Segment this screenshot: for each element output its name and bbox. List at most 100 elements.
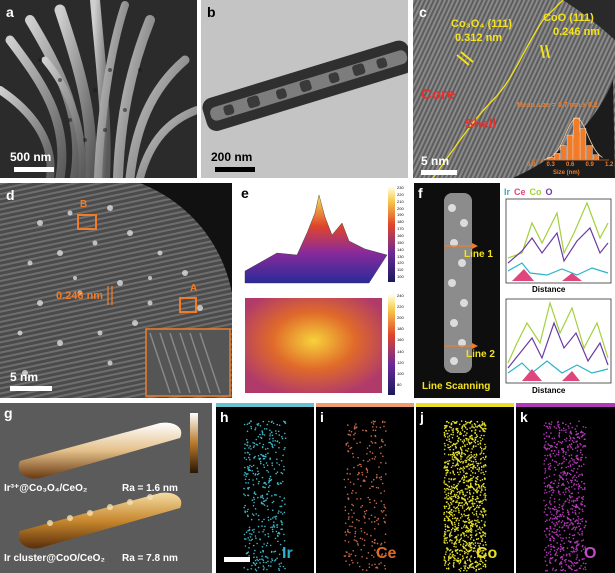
haadf-stem-image — [0, 183, 232, 398]
region-b-box — [77, 214, 97, 230]
lattice-label-right: CoO (111) — [543, 12, 594, 24]
colorbar-tick-label: 180 — [397, 326, 404, 332]
line-scan-haadf — [414, 183, 500, 398]
scale-bar-text: 5 nm — [421, 154, 450, 168]
afm-bottom-roughness: Ra = 7.8 nm — [122, 553, 178, 564]
legend-ir: Ir — [504, 187, 511, 197]
colorbar-tick-label: 190 — [397, 212, 404, 218]
panel-k-eds-o: k O — [516, 403, 615, 573]
histogram-bar — [560, 145, 567, 161]
histogram-bar — [579, 128, 587, 161]
colorbar-tick-label: 170 — [397, 226, 404, 232]
colorbar-top-ticks: 230 220 210 200 190 180 170 160 150 140 130 120 110 1… — [396, 185, 410, 283]
scale-bar — [215, 167, 255, 172]
legend-co: Co — [529, 187, 542, 197]
colorbar-tick-label: 140 — [397, 246, 404, 252]
scale-bar — [421, 170, 457, 175]
panel-j-eds-co: j Co — [416, 403, 514, 573]
afm-topography — [18, 413, 198, 549]
histogram-tick-label: 0.9 — [585, 162, 594, 168]
scale-bar-text: 500 nm — [10, 150, 52, 164]
line-scanning-label: Line Scanning — [422, 381, 491, 392]
color-strip — [516, 403, 615, 407]
panel-label: i — [320, 409, 324, 425]
scale-bar — [10, 386, 52, 391]
line-scan-profiles — [505, 198, 612, 384]
colorbar-tick-label: 200 — [397, 205, 404, 211]
line-scan-legend: Ir Ce Co O — [504, 187, 612, 197]
panel-label: f — [418, 185, 423, 201]
lattice-label-left: Co₃O₄ (111) — [451, 18, 513, 30]
spacing-label-left: 0.312 nm — [455, 32, 503, 44]
afm-top-roughness: Ra = 1.6 nm — [122, 483, 178, 494]
histogram-bar — [566, 134, 574, 161]
panel-a-sem-image: a 500 nm — [0, 0, 197, 178]
region-b-label: B — [80, 199, 88, 210]
element-label: Co — [476, 545, 498, 562]
colorbar-tick-label: 80 — [397, 381, 402, 387]
histogram-tick-label: 1.2 — [605, 162, 614, 168]
panel-label: j — [420, 409, 424, 425]
panel-b-tem-image: b 200 nm — [201, 0, 408, 178]
element-label: O — [584, 545, 597, 562]
panel-i-eds-ce: i Ce — [316, 403, 414, 573]
color-strip — [316, 403, 414, 407]
histogram-bar — [553, 153, 561, 161]
legend-ce: Ce — [514, 187, 526, 197]
histogram-bar — [586, 145, 593, 161]
panel-g-afm: g Ir³⁺@Co₃O₄/CeO₂ Ra = 1.6 nm Ir cluster… — [0, 403, 212, 573]
histogram-tick-label: 0.6 — [566, 162, 575, 168]
scale-bar-text: 5 nm — [10, 370, 39, 384]
intensity-surface-plots — [244, 187, 395, 395]
afm-top-sample: Ir³⁺@Co₃O₄/CeO₂ — [4, 483, 88, 494]
colorbar-top — [388, 187, 395, 282]
panel-label: c — [419, 4, 427, 20]
histogram-xlabel: Size (nm) — [553, 170, 580, 176]
distance-label-bottom: Distance — [532, 386, 566, 395]
afm-colorbar — [190, 413, 198, 473]
colorbar-tick-label: 130 — [397, 253, 404, 259]
core-label: Core — [421, 86, 456, 103]
colorbar-tick-label: 240 — [397, 293, 404, 298]
scale-bar-text: 200 nm — [211, 150, 253, 164]
colorbar-tick-label: 100 — [397, 370, 404, 376]
spacing-label-right: 0.246 nm — [553, 26, 601, 38]
panel-label: g — [4, 405, 13, 421]
panel-label: d — [6, 187, 15, 203]
single-nanowire-tem — [201, 0, 408, 178]
shell-label: Shell — [465, 116, 497, 131]
panel-label: h — [220, 409, 229, 425]
panel-e-intensity-maps: e 230 220 210 200 190 180 170 160 150 140 130 120 11… — [237, 183, 410, 398]
o-map — [543, 420, 587, 572]
panel-label: b — [207, 4, 216, 20]
colorbar-tick-label: 120 — [397, 260, 404, 266]
region-a-label: A — [190, 283, 198, 294]
line2-label: Line 2 — [466, 349, 495, 360]
colorbar-tick-label: 200 — [397, 315, 404, 321]
region-a-box — [179, 297, 197, 313]
colorbar-tick-label: 220 — [397, 304, 404, 310]
histogram-bars — [543, 117, 603, 161]
scale-bar — [14, 167, 54, 172]
colorbar-bottom-ticks: 240 220 200 180 160 140 120 100 80 — [396, 293, 410, 397]
colorbar-tick-label: 150 — [397, 239, 404, 245]
histogram-tick-label: 0.0 — [527, 162, 536, 168]
colorbar-tick-label: 160 — [397, 233, 404, 238]
histogram-ticks: 0.0 0.3 0.6 0.9 1.2 — [525, 162, 613, 171]
panel-h-eds-ir: h Ir — [216, 403, 314, 573]
panel-d-haadf-image: d B A 0.246 nm 5 nm — [0, 183, 232, 398]
colorbar-tick-label: 220 — [397, 191, 404, 197]
histogram-bar — [592, 154, 600, 161]
panel-label: a — [6, 4, 14, 20]
colorbar-tick-label: 110 — [397, 267, 404, 273]
afm-bottom-sample: Ir cluster@CoO/CeO₂ — [4, 553, 105, 564]
colorbar-bottom — [388, 295, 395, 395]
line1-label: Line 1 — [464, 249, 493, 260]
nanowire-bundle-sem — [0, 0, 197, 178]
colorbar-tick-label: 230 — [397, 185, 404, 190]
co-map — [443, 420, 487, 572]
histogram-title: Mean size = 0.7 nm ± 0.2 — [517, 102, 598, 109]
legend-o: O — [545, 187, 553, 197]
colorbar-tick-label: 160 — [397, 337, 404, 343]
size-histogram — [531, 117, 609, 161]
